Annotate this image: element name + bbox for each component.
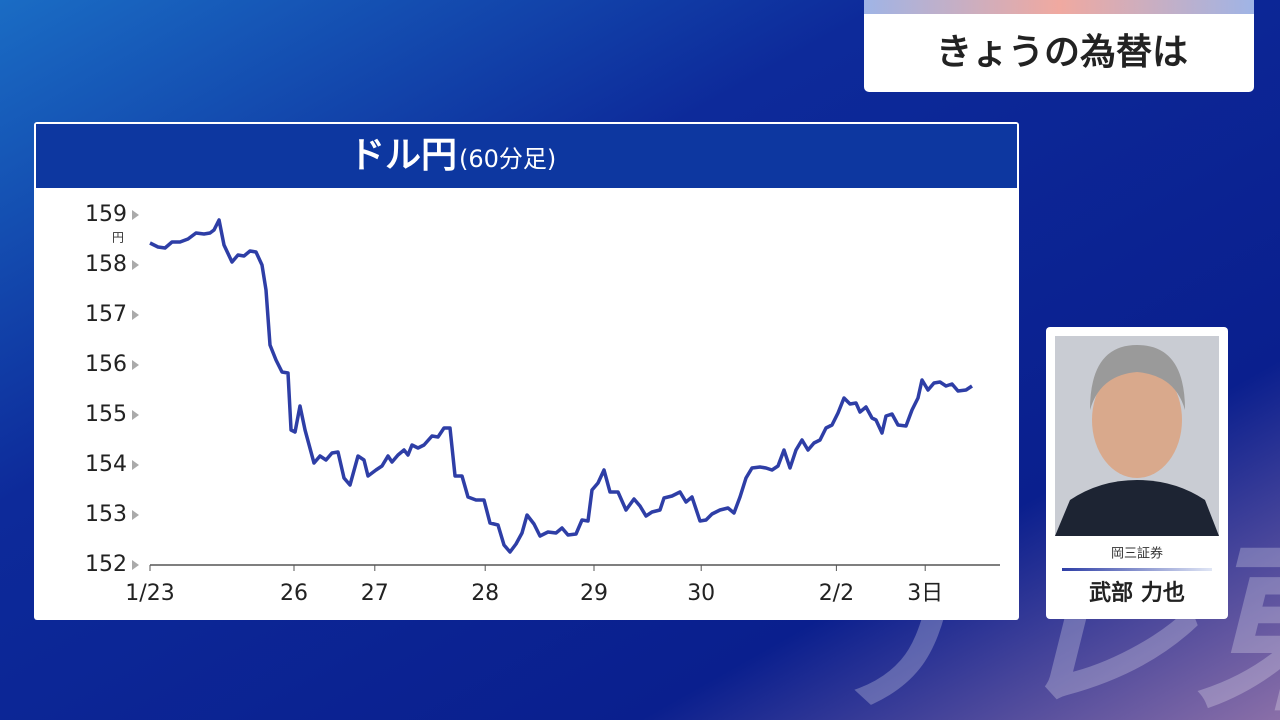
x-tick-label: 28 xyxy=(471,581,499,606)
chart-title: ドル円 xyxy=(349,135,457,176)
y-tick-mark xyxy=(132,510,139,520)
photo-suit xyxy=(1055,480,1219,536)
y-tick-label: 152 xyxy=(85,552,127,577)
x-tick-label: 26 xyxy=(280,581,308,606)
x-tick-label: 30 xyxy=(687,581,715,606)
y-tick-mark xyxy=(132,460,139,470)
y-tick-label: 154 xyxy=(85,452,127,477)
title-bar xyxy=(864,0,1254,14)
plot: 152 153 154 155 156 157 158 159 1/23 26 27 28 29 30 2/… xyxy=(85,202,1000,606)
x-tick-label: 27 xyxy=(361,581,389,606)
y-tick-mark xyxy=(132,210,139,220)
x-tick-label: 29 xyxy=(580,581,608,606)
y-tick-mark xyxy=(132,410,139,420)
person-name: 武部 力也 xyxy=(1089,580,1185,606)
person-company: 岡三証券 xyxy=(1111,546,1163,562)
y-unit: 円 xyxy=(112,231,124,245)
y-tick-mark xyxy=(132,260,139,270)
y-tick-label: 157 xyxy=(85,302,127,327)
y-tick-label: 159 xyxy=(85,202,127,227)
chart-header xyxy=(36,124,1017,188)
y-tick-label: 156 xyxy=(85,352,127,377)
x-tick-label: 3日 xyxy=(907,581,943,606)
y-tick-mark xyxy=(132,560,139,570)
header-title: きょうの為替は xyxy=(936,32,1188,73)
chart-subtitle: (60分足) xyxy=(459,145,556,173)
y-tick-mark xyxy=(132,360,139,370)
chart-panel xyxy=(34,122,1019,620)
photo-face xyxy=(1092,362,1182,478)
y-tick-label: 155 xyxy=(85,402,127,427)
photo-hair xyxy=(1090,345,1185,410)
y-tick-label: 153 xyxy=(85,502,127,527)
x-tick-label: 2/2 xyxy=(819,581,854,606)
x-tick-label: 1/23 xyxy=(125,581,174,606)
title-box xyxy=(864,0,1254,92)
y-tick-mark xyxy=(132,310,139,320)
y-tick-label: 158 xyxy=(85,252,127,277)
name-line xyxy=(1062,568,1212,571)
price-line xyxy=(149,218,973,554)
